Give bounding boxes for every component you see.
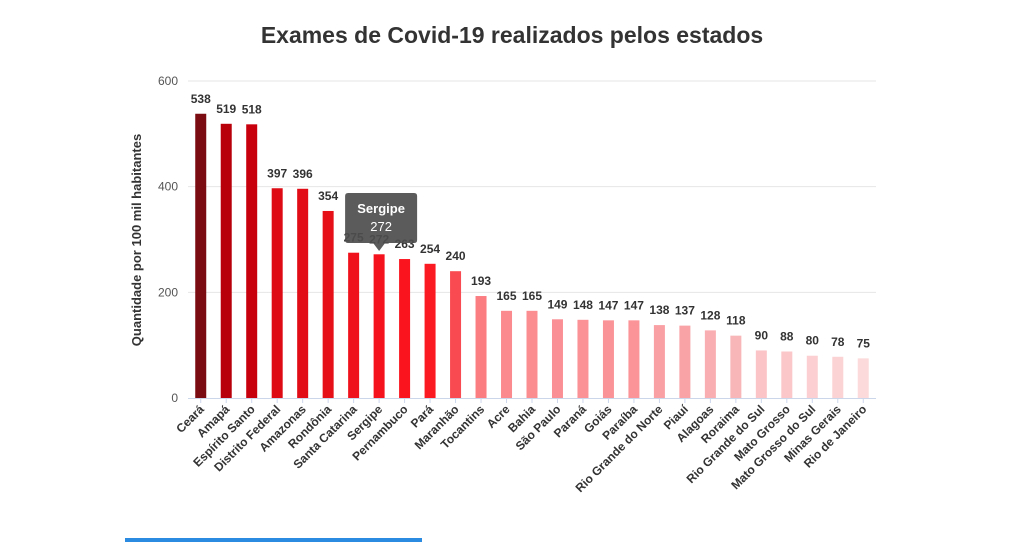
bar[interactable] xyxy=(246,124,258,398)
data-label: 118 xyxy=(726,314,746,328)
data-label: 193 xyxy=(471,274,491,288)
data-label: 354 xyxy=(318,189,338,203)
bar[interactable] xyxy=(450,271,462,398)
data-label: 396 xyxy=(293,167,313,181)
bar[interactable] xyxy=(373,254,385,398)
bar[interactable] xyxy=(501,310,513,398)
bars xyxy=(195,113,869,399)
tooltip: Sergipe 272 xyxy=(345,193,418,251)
data-label: 519 xyxy=(216,102,236,116)
bar[interactable] xyxy=(806,355,818,398)
data-label: 165 xyxy=(497,289,517,303)
bar[interactable] xyxy=(297,188,309,398)
bar[interactable] xyxy=(755,350,767,398)
bar[interactable] xyxy=(424,263,436,398)
data-label: 90 xyxy=(755,328,769,342)
data-label: 80 xyxy=(806,334,820,348)
bar[interactable] xyxy=(628,320,640,398)
y-tick-label: 200 xyxy=(158,285,178,299)
chart-title: Exames de Covid-19 realizados pelos esta… xyxy=(260,22,764,48)
data-label: 240 xyxy=(446,249,466,263)
bar[interactable] xyxy=(526,310,538,398)
bar[interactable] xyxy=(857,358,869,398)
bar[interactable] xyxy=(220,123,232,399)
gridlines xyxy=(188,80,876,293)
bar[interactable] xyxy=(832,356,844,398)
tooltip-box xyxy=(345,193,418,251)
data-label: 147 xyxy=(598,298,618,312)
bar[interactable] xyxy=(475,296,487,398)
data-label: 128 xyxy=(700,308,720,322)
data-label: 518 xyxy=(242,102,262,116)
bar[interactable] xyxy=(653,325,665,398)
data-label: 88 xyxy=(780,330,794,344)
bar[interactable] xyxy=(348,252,360,398)
tooltip-category: Sergipe xyxy=(357,201,405,216)
y-axis-ticks: 0 200 400 600 xyxy=(158,74,178,405)
bar[interactable] xyxy=(195,113,207,399)
data-label: 137 xyxy=(675,304,695,318)
data-label: 254 xyxy=(420,242,440,256)
data-label: 149 xyxy=(547,297,567,311)
y-tick-label: 600 xyxy=(158,74,178,88)
bar[interactable] xyxy=(551,319,563,398)
bar[interactable] xyxy=(704,330,716,398)
bar[interactable] xyxy=(781,351,793,398)
bar[interactable] xyxy=(322,210,334,398)
y-tick-label: 0 xyxy=(171,391,178,405)
data-label: 147 xyxy=(624,298,644,312)
bottom-accent-bar xyxy=(125,538,422,542)
bar[interactable] xyxy=(730,335,742,398)
tooltip-value: 272 xyxy=(370,219,392,234)
data-label: 75 xyxy=(857,336,871,350)
data-label: 538 xyxy=(191,92,211,106)
bar[interactable] xyxy=(271,188,283,398)
bar[interactable] xyxy=(602,320,614,398)
data-label: 148 xyxy=(573,298,593,312)
bar[interactable] xyxy=(399,259,411,398)
data-label: 165 xyxy=(522,289,542,303)
data-label: 397 xyxy=(267,166,287,180)
bar[interactable] xyxy=(679,325,691,398)
data-label: 78 xyxy=(831,335,845,349)
bar[interactable] xyxy=(577,319,589,398)
y-axis-label: Quantidade por 100 mil habitantes xyxy=(129,134,144,346)
y-tick-label: 400 xyxy=(158,180,178,194)
data-label: 138 xyxy=(649,303,669,317)
